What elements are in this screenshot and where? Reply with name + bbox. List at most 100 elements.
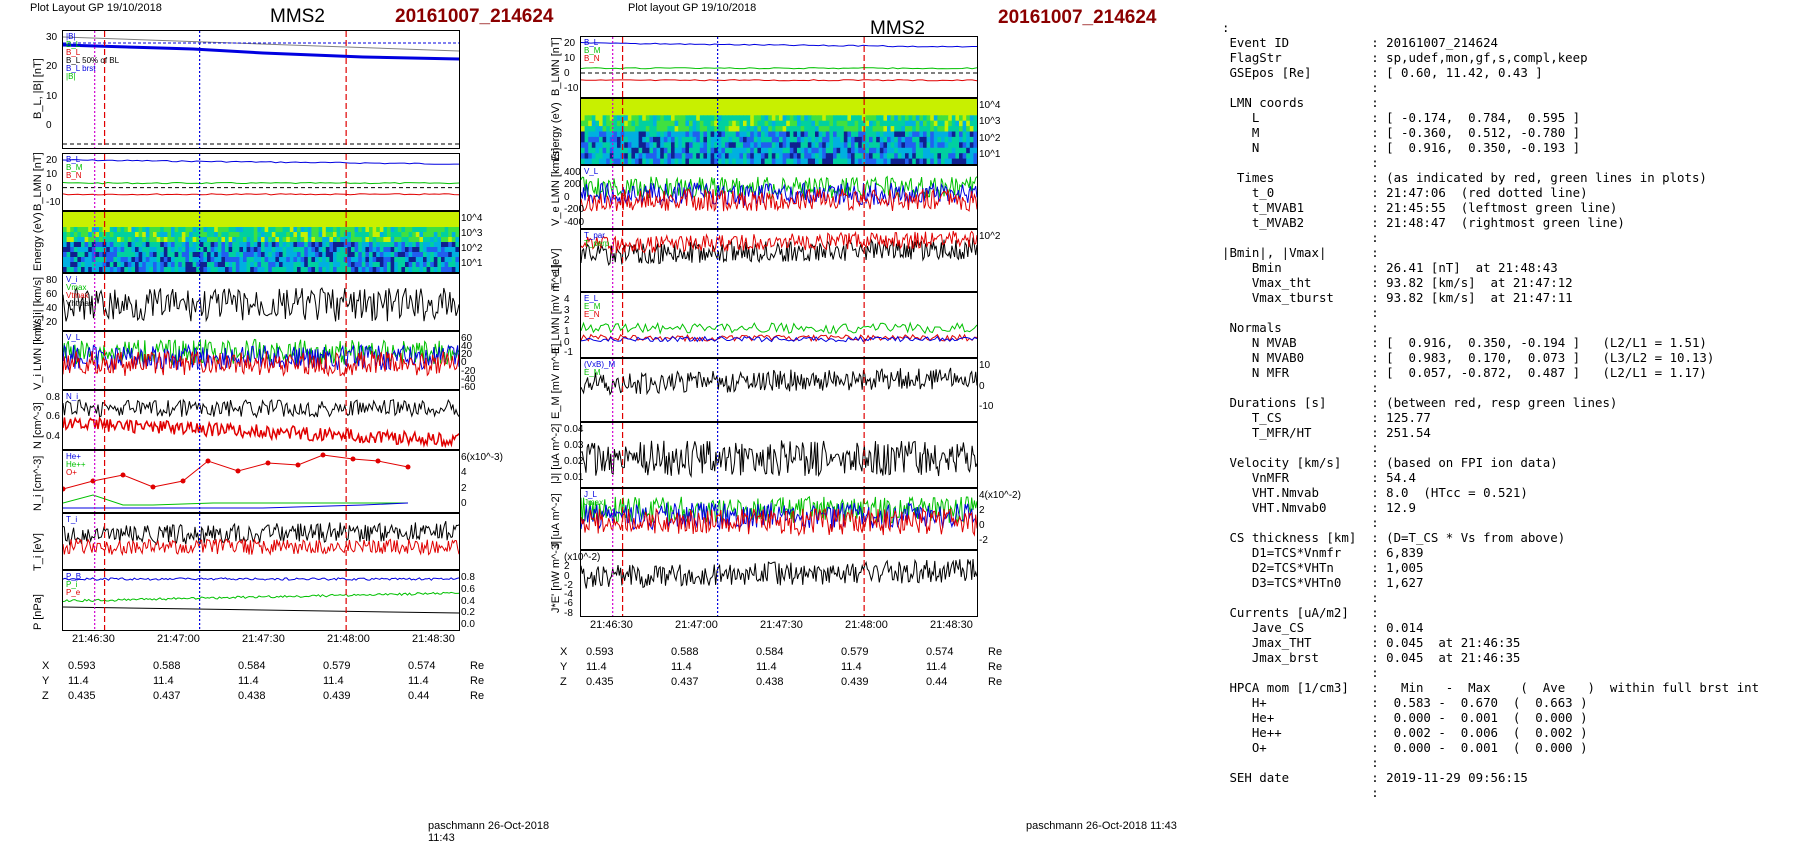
spectrogram-cell — [829, 136, 834, 143]
spectrogram-cell — [599, 136, 604, 143]
spectrogram-cell — [99, 212, 104, 218]
spectrogram-cell — [369, 247, 374, 253]
left-pos-value: 0.593 — [68, 660, 96, 672]
spectrogram-cell — [81, 212, 86, 218]
spectrogram-cell — [969, 104, 974, 111]
spectrogram-cell — [822, 115, 827, 122]
spectrogram-cell — [63, 227, 68, 233]
data-point — [235, 468, 241, 474]
spectrogram-cell — [412, 242, 417, 248]
spectrogram-cell — [714, 136, 719, 143]
spectrogram-cell — [66, 262, 71, 268]
spectrogram-cell — [203, 212, 208, 218]
spectrogram-cell — [905, 147, 910, 154]
spectrogram-cell — [102, 217, 107, 223]
spectrogram-cell — [131, 232, 136, 238]
spectrogram-cell — [890, 115, 895, 122]
spectrogram-cell — [232, 232, 237, 238]
spectrogram-cell — [300, 252, 305, 258]
left-panel-5-tick-right: -20 — [461, 365, 476, 377]
left-panel-4-legend-item: Vtmax — [66, 291, 89, 300]
spectrogram-cell — [185, 257, 190, 263]
spectrogram-cell — [207, 237, 212, 243]
spectrogram-cell — [142, 212, 147, 218]
spectrogram-cell — [455, 242, 459, 248]
spectrogram-cell — [207, 227, 212, 233]
spectrogram-cell — [412, 232, 417, 238]
spectrogram-cell — [923, 142, 928, 149]
spectrogram-cell — [969, 126, 974, 133]
t-black-line — [581, 367, 977, 396]
spectrogram-cell — [638, 142, 643, 149]
spectrogram-cell — [333, 257, 338, 263]
middle-panel-5-ylabel: E_LMN [mV m^-1] — [550, 264, 562, 354]
spectrogram-cell — [865, 136, 870, 143]
spectrogram-cell — [660, 120, 665, 127]
spectrogram-cell — [423, 212, 428, 218]
spectrogram-cell — [196, 227, 201, 233]
spectrogram-cell — [196, 242, 201, 248]
spectrogram-cell — [225, 222, 230, 228]
spectrogram-cell — [739, 126, 744, 133]
spectrogram-cell — [120, 212, 125, 218]
spectrogram-cell — [336, 222, 341, 228]
spectrogram-cell — [124, 232, 129, 238]
spectrogram-cell — [692, 142, 697, 149]
spectrogram-cell — [638, 131, 643, 138]
spectrogram-cell — [919, 126, 924, 133]
spectrogram-cell — [883, 147, 888, 154]
spectrogram-cell — [721, 153, 726, 160]
spectrogram-cell — [401, 262, 406, 268]
spectrogram-cell — [217, 232, 222, 238]
spectrogram-cell — [124, 212, 129, 218]
spectrogram-cell — [451, 252, 456, 258]
spectrogram-cell — [671, 120, 676, 127]
spectrogram-cell — [822, 109, 827, 116]
spectrogram-cell — [707, 158, 712, 164]
middle-panel-9-tick: -8 — [564, 607, 573, 619]
n-red-line — [63, 416, 459, 449]
spectrogram-cell — [948, 131, 953, 138]
spectrogram-cell — [383, 267, 388, 272]
spectrogram-cell — [325, 257, 330, 263]
spectrogram-cell — [926, 131, 931, 138]
spectrogram-cell — [919, 158, 924, 164]
spectrogram-cell — [286, 212, 291, 218]
spectrogram-cell — [379, 232, 384, 238]
spectrogram-cell — [811, 136, 816, 143]
spectrogram-cell — [714, 153, 719, 160]
spectrogram-cell — [609, 131, 614, 138]
spectrogram-cell — [203, 262, 208, 268]
spectrogram-cell — [167, 232, 172, 238]
spectrogram-cell — [365, 217, 370, 223]
spectrogram-cell — [771, 99, 776, 105]
spectrogram-cell — [933, 126, 938, 133]
spectrogram-cell — [207, 262, 212, 268]
spectrogram-cell — [959, 109, 964, 116]
spectrogram-cell — [858, 115, 863, 122]
spectrogram-cell — [703, 115, 708, 122]
spectrogram-cell — [163, 242, 168, 248]
spectrogram-cell — [167, 217, 172, 223]
spectrogram-cell — [811, 142, 816, 149]
spectrogram-cell — [88, 212, 93, 218]
spectrogram-cell — [315, 237, 320, 243]
spectrogram-cell — [343, 262, 348, 268]
spectrogram-cell — [221, 237, 226, 243]
spectrogram-cell — [721, 120, 726, 127]
spectrogram-cell — [426, 257, 431, 263]
spectrogram-cell — [764, 147, 769, 154]
spectrogram-cell — [962, 158, 967, 164]
spectrogram-cell — [851, 131, 856, 138]
spectrogram-cell — [584, 131, 589, 138]
spectrogram-cell — [289, 217, 294, 223]
middle-layout-label: Plot layout GP 19/10/2018 — [628, 2, 757, 14]
spectrogram-cell — [66, 252, 71, 258]
spectrogram-cell — [63, 232, 68, 238]
spectrogram-cell — [232, 267, 237, 272]
spectrogram-cell — [376, 222, 381, 228]
spectrogram-cell — [117, 242, 122, 248]
spectrogram-cell — [325, 247, 330, 253]
spectrogram-cell — [613, 136, 618, 143]
left-panel-1-legend-item: |B| — [66, 32, 76, 41]
